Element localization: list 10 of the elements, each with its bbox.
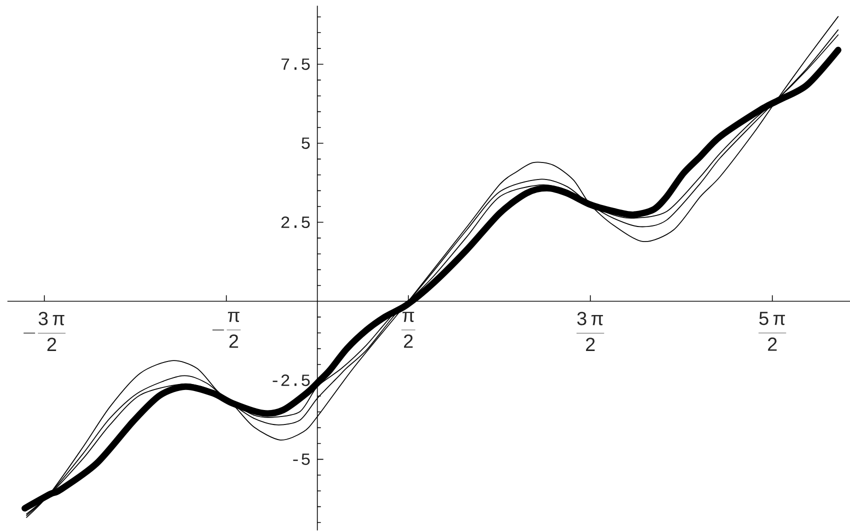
x-tick-label: $\frac{\pi}{2}$ [401,312,416,348]
x-tick-label: $\frac{3\,\pi}{2}$ [576,312,604,351]
y-tick-label: -2.5 [272,374,310,386]
x-tick-label: $\frac{5\,\pi}{2}$ [758,312,786,351]
y-tick-label: 7.5 [282,58,310,70]
x-tick-label: $-\frac{3\,\pi}{2}$ [24,312,66,351]
x-tick-label: $-\frac{\pi}{2}$ [212,312,241,348]
y-tick-label: 2.5 [281,216,310,228]
y-tick-label: -5 [293,454,310,465]
y-tick-label: 5 [302,138,310,149]
